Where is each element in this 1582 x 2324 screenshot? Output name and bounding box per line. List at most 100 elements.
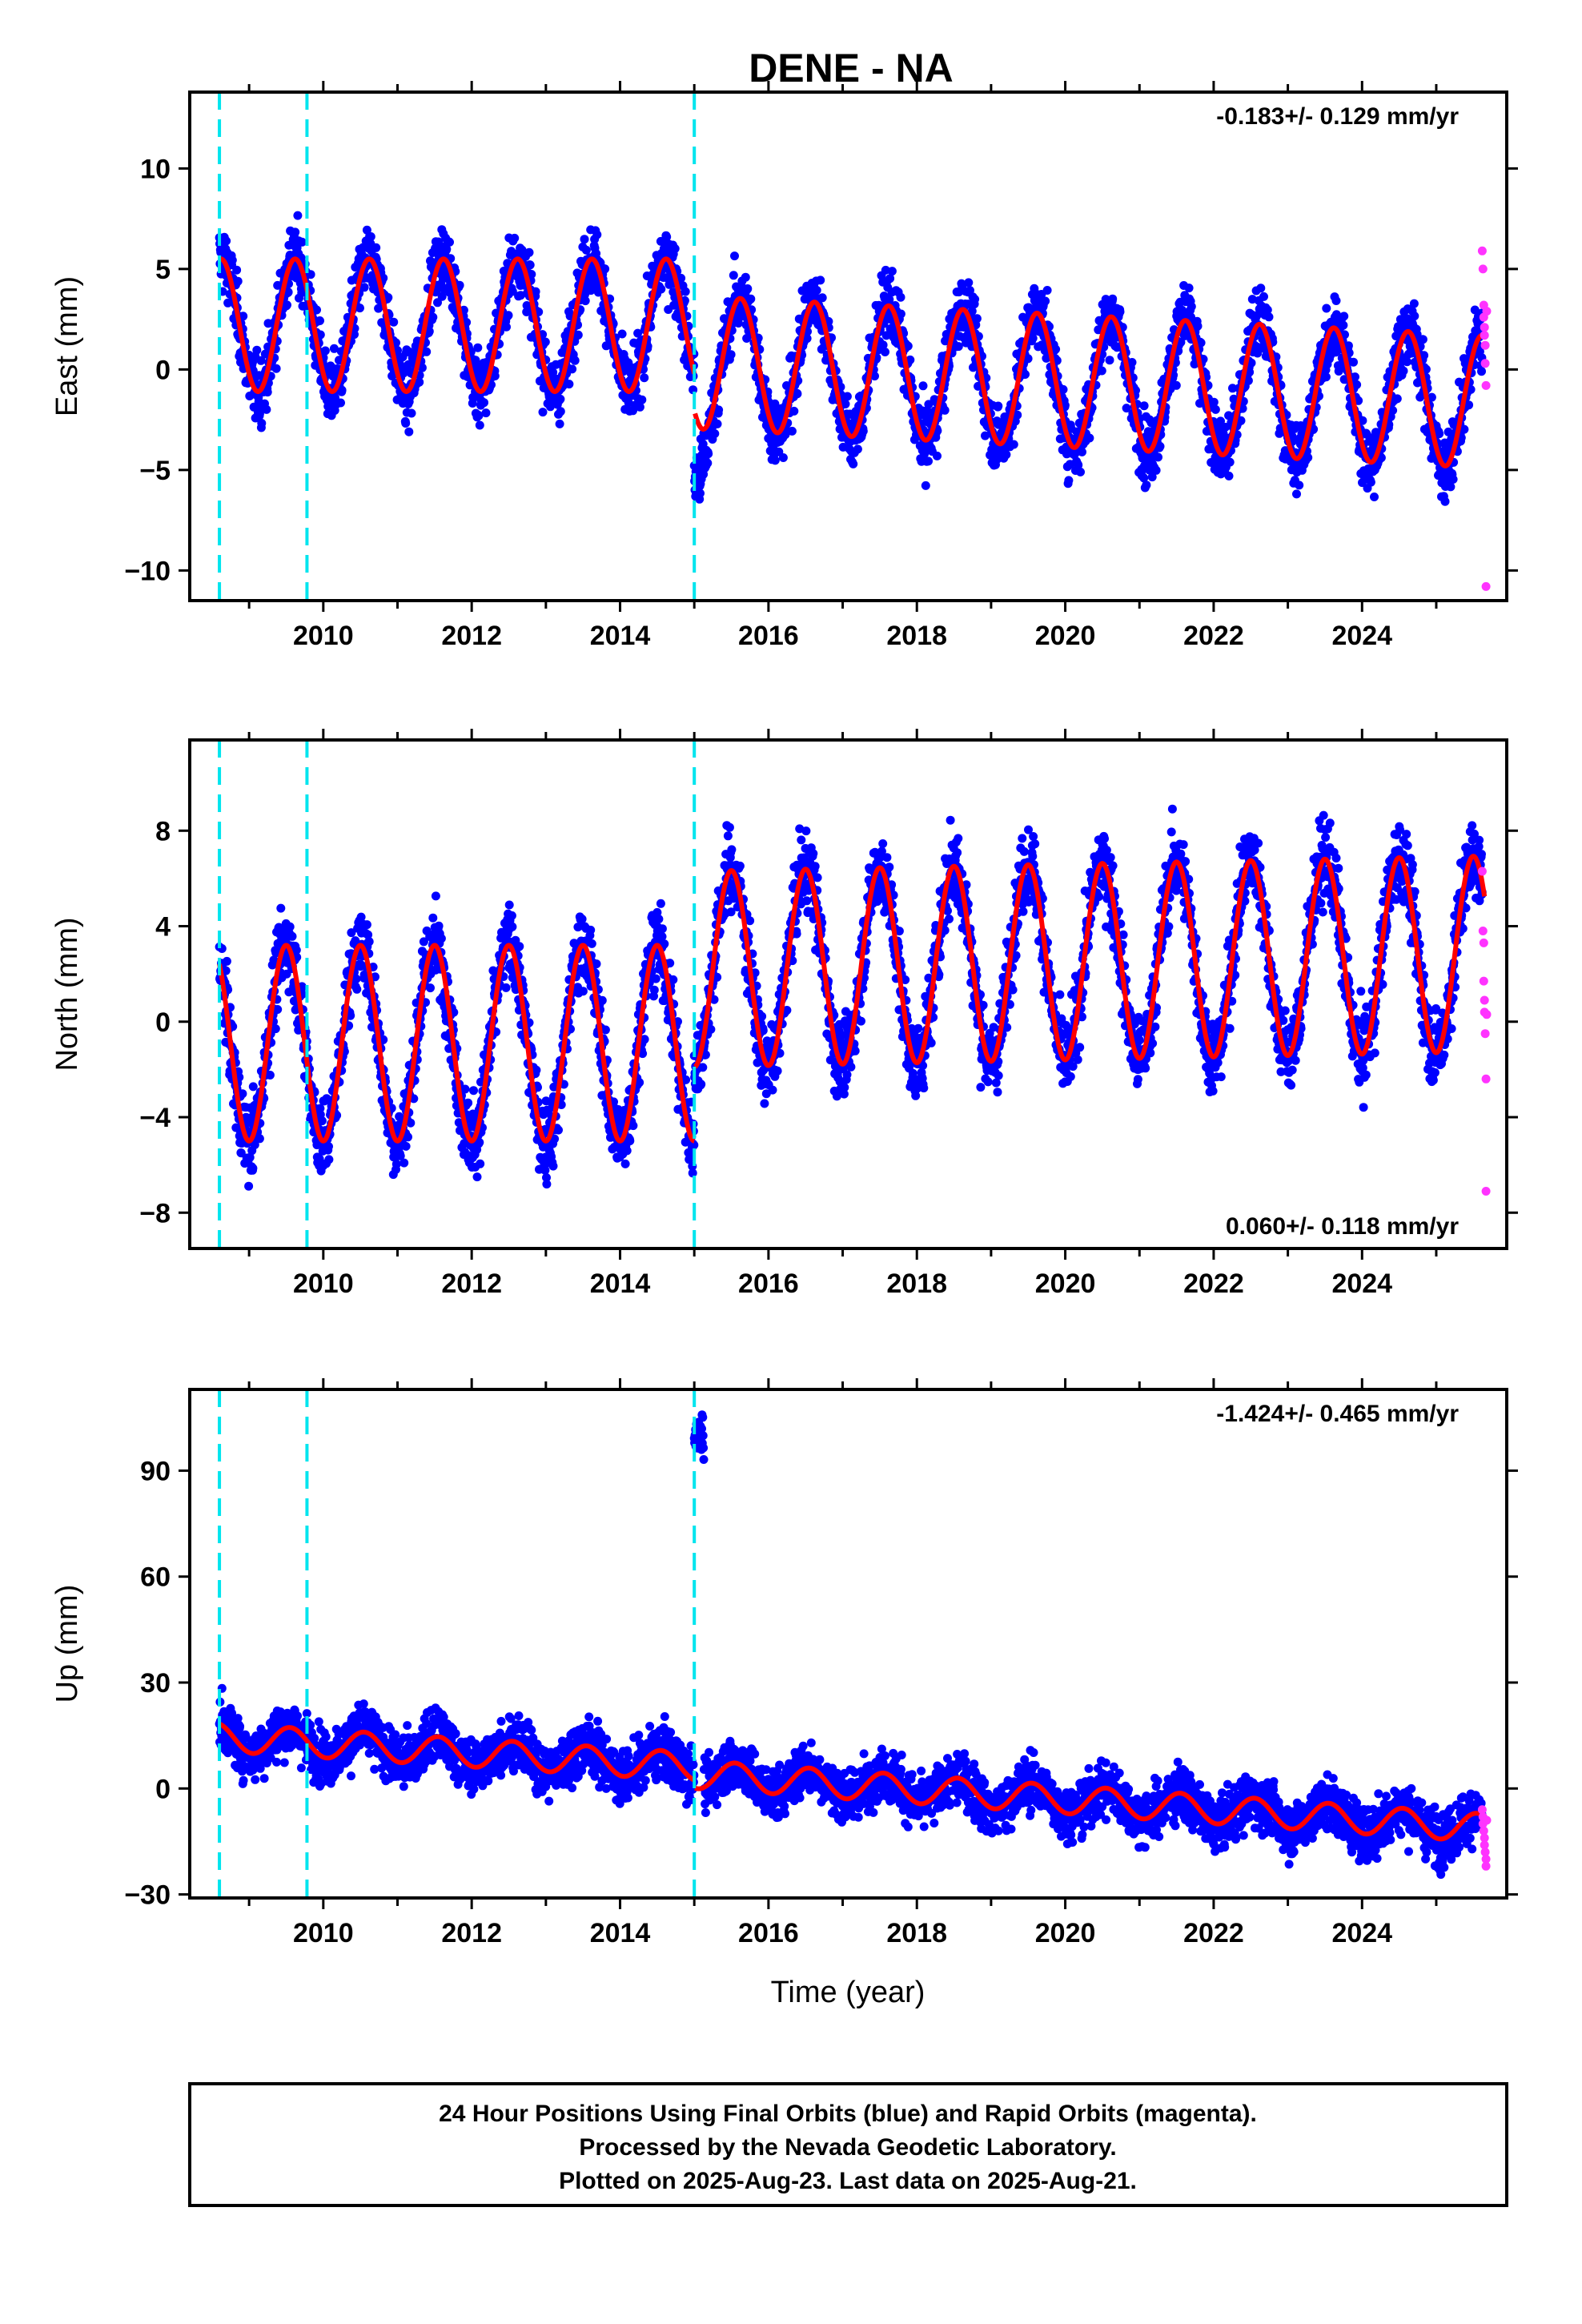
- x-tick-label: 2014: [590, 621, 651, 651]
- final-orbit-point: [841, 400, 850, 408]
- final-orbit-point: [1245, 368, 1255, 377]
- rapid-orbit-point: [1480, 359, 1490, 368]
- final-orbit-point: [1139, 473, 1149, 483]
- final-orbit-point: [1264, 312, 1274, 322]
- final-orbit-point: [1108, 294, 1118, 304]
- final-orbit-point: [232, 265, 242, 275]
- final-orbit-point: [244, 1181, 254, 1191]
- final-orbit-point: [954, 342, 963, 352]
- final-orbit-point: [1085, 433, 1094, 443]
- final-orbit-point: [324, 1142, 333, 1152]
- final-orbit-point: [770, 456, 780, 465]
- final-orbit-point: [460, 1084, 470, 1094]
- rapid-orbit-point: [1480, 323, 1489, 332]
- final-orbit-point: [522, 308, 532, 316]
- final-orbit-point: [881, 265, 890, 275]
- final-orbit-point: [1224, 471, 1234, 480]
- final-orbit-point: [730, 251, 739, 261]
- x-tick-label: 2022: [1183, 621, 1244, 651]
- final-orbit-point: [248, 1164, 258, 1173]
- final-orbit-point: [469, 1086, 478, 1096]
- final-orbit-point: [1216, 416, 1225, 426]
- final-orbit-point: [504, 900, 514, 910]
- final-orbit-point: [858, 426, 868, 436]
- final-orbit-point: [1228, 384, 1237, 393]
- final-orbit-point: [434, 921, 444, 931]
- final-orbit-point: [404, 1132, 412, 1142]
- final-orbit-point: [918, 381, 928, 391]
- final-orbit-point: [1147, 472, 1157, 482]
- final-orbit-point: [293, 211, 303, 220]
- final-orbit-point: [362, 920, 371, 930]
- rapid-orbit-point: [1477, 246, 1487, 255]
- east-final-orbit-points: [215, 211, 1487, 506]
- final-orbit-point: [1292, 489, 1301, 499]
- final-orbit-point: [617, 329, 627, 339]
- rapid-orbit-point: [1480, 340, 1490, 350]
- final-orbit-point: [1410, 312, 1419, 321]
- final-orbit-point: [481, 408, 491, 418]
- final-orbit-point: [1256, 283, 1266, 293]
- final-orbit-point: [921, 480, 930, 490]
- final-orbit-point: [1446, 482, 1456, 492]
- final-orbit-point: [422, 347, 432, 356]
- final-orbit-point: [677, 273, 686, 283]
- x-tick-label: 2012: [441, 621, 502, 651]
- final-orbit-point: [1366, 477, 1375, 487]
- final-orbit-point: [681, 287, 690, 296]
- final-orbit-point: [1078, 447, 1086, 456]
- final-orbit-point: [896, 309, 905, 319]
- final-orbit-point: [1184, 283, 1194, 293]
- final-orbit-point: [741, 272, 750, 282]
- final-orbit-point: [967, 307, 977, 316]
- final-orbit-point: [476, 1159, 485, 1168]
- final-orbit-point: [315, 330, 325, 340]
- final-orbit-point: [1352, 380, 1362, 389]
- final-orbit-point: [1243, 376, 1253, 385]
- final-orbit-point: [592, 230, 602, 239]
- final-orbit-point: [1399, 366, 1408, 376]
- final-orbit-point: [1058, 384, 1068, 394]
- x-tick-label: 2010: [293, 621, 354, 651]
- final-orbit-point: [1042, 286, 1052, 295]
- panels: 2010 2012 2014 2016 2018 2020 2022 2024−10−5051…: [50, 81, 1518, 1948]
- final-orbit-point: [474, 411, 484, 420]
- final-orbit-point: [924, 456, 933, 466]
- final-orbit-point: [424, 327, 434, 336]
- final-orbit-point: [1214, 460, 1223, 470]
- final-orbit-point: [1331, 296, 1341, 305]
- final-orbit-point: [283, 300, 291, 310]
- final-orbit-point: [436, 934, 446, 943]
- final-orbit-point: [337, 385, 347, 395]
- final-orbit-point: [428, 913, 438, 923]
- final-orbit-point: [573, 330, 583, 340]
- final-orbit-point: [568, 364, 577, 374]
- final-orbit-point: [407, 408, 416, 418]
- final-orbit-point: [1370, 493, 1379, 501]
- final-orbit-point: [1303, 452, 1313, 462]
- final-orbit-point: [781, 430, 790, 440]
- x-tick-label: 2018: [886, 621, 947, 651]
- final-orbit-point: [581, 245, 591, 255]
- final-orbit-point: [933, 451, 942, 460]
- final-orbit-point: [524, 247, 534, 257]
- final-orbit-point: [778, 453, 788, 462]
- final-orbit-point: [729, 271, 738, 280]
- final-orbit-point: [1154, 452, 1162, 462]
- final-orbit-point: [391, 1160, 401, 1169]
- final-orbit-point: [336, 398, 345, 408]
- final-orbit-point: [1224, 411, 1234, 420]
- final-orbit-point: [548, 1161, 558, 1171]
- final-orbit-point: [735, 312, 745, 322]
- final-orbit-point: [276, 903, 286, 913]
- final-orbit-point: [531, 287, 540, 296]
- final-orbit-point: [1023, 354, 1033, 364]
- final-orbit-point: [743, 284, 753, 293]
- final-orbit-point: [389, 317, 399, 327]
- final-orbit-point: [222, 956, 231, 966]
- north-final-orbit-points: [215, 804, 1487, 1191]
- final-orbit-point: [222, 236, 231, 246]
- final-orbit-point: [903, 341, 913, 351]
- panel-east: 2010 2012 2014 2016 2018 2020 2022 2024−10−5051…: [50, 81, 1518, 651]
- final-orbit-point: [401, 1141, 411, 1151]
